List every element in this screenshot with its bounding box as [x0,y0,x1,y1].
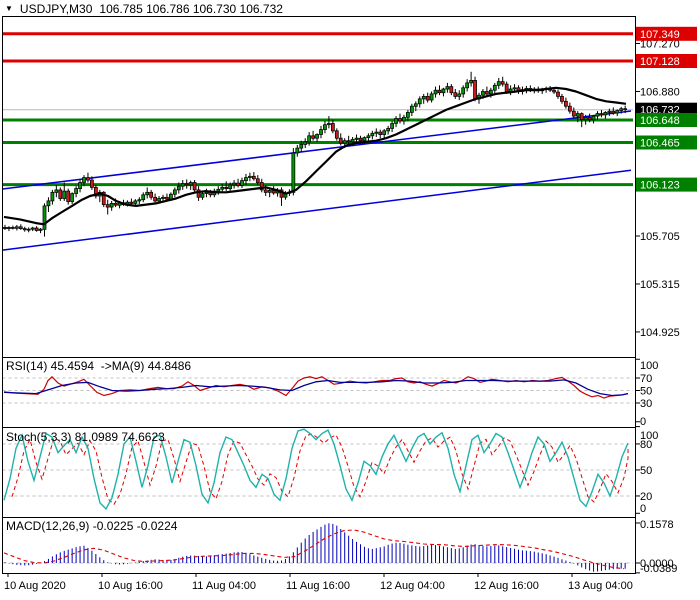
svg-text:100: 100 [640,360,658,372]
svg-text:107.270: 107.270 [640,39,680,51]
svg-text:30: 30 [640,398,652,410]
price-level-badge[interactable]: 107.349 [636,26,697,41]
svg-text:70: 70 [640,373,652,385]
trend-channel-lines[interactable] [2,110,632,251]
symbol-ohlc-values: 106.785 106.786 106.730 106.732 [99,2,283,16]
rsi-indicator-label: RSI(14) 45.4594 ->MA(9) 44.8486 [6,359,192,373]
svg-text:0.1578: 0.1578 [640,519,674,531]
svg-text:106.648: 106.648 [640,115,680,127]
svg-text:0.0000: 0.0000 [640,558,674,570]
svg-text:107.349: 107.349 [640,29,680,41]
svg-text:106.123: 106.123 [640,180,680,192]
price-level-badge[interactable]: 106.465 [636,135,697,150]
price-level-badge[interactable]: 106.648 [636,113,697,127]
svg-text:11 Aug 16:00: 11 Aug 16:00 [286,580,350,592]
symbol-name: USDJPY,M30 [19,2,93,16]
svg-text:106.465: 106.465 [640,138,680,150]
candles-layer [3,71,628,237]
svg-text:100: 100 [640,430,658,442]
time-axis[interactable]: 10 Aug 2020 10 Aug 16:00 11 Aug 04:00 11 Au… [4,573,633,592]
svg-text:50: 50 [640,386,652,398]
svg-text:12 Aug 16:00: 12 Aug 16:00 [474,580,539,592]
svg-text:11 Aug 04:00: 11 Aug 04:00 [192,580,256,592]
stoch-panel [2,428,633,511]
svg-text:20: 20 [640,491,652,503]
svg-text:12 Aug 04:00: 12 Aug 04:00 [380,580,445,592]
black-ma-line [3,86,627,226]
svg-text:105.705: 105.705 [640,231,680,243]
svg-text:10 Aug 16:00: 10 Aug 16:00 [98,580,163,592]
svg-text:0: 0 [640,503,646,515]
svg-text:13 Aug 04:00: 13 Aug 04:00 [568,580,633,592]
panel-borders [2,16,636,574]
macd-indicator-label: MACD(12,26,9) -0.0225 -0.0224 [6,519,178,533]
level-lines [2,32,633,187]
channel-upper-line [2,110,632,190]
svg-text:0: 0 [640,416,646,428]
stoch-indicator-label: Stoch(5,3,3) 81.0989 74.6623 [6,430,165,444]
macd-panel [2,523,633,572]
svg-text:105.315: 105.315 [640,279,680,291]
svg-text:104.925: 104.925 [640,327,680,339]
channel-lower-line [2,169,632,251]
svg-text:106.880: 106.880 [640,86,680,98]
rsi-panel [2,375,633,404]
price-axis[interactable]: 107.270 106.880 105.705 105.315 104.925 107.3… [635,26,698,575]
svg-text:107.128: 107.128 [640,56,680,68]
price-level-badge[interactable]: 107.128 [636,54,697,68]
svg-text:10 Aug 2020: 10 Aug 2020 [4,580,66,592]
svg-text:50: 50 [640,465,652,477]
price-level-badge[interactable]: 106.123 [636,177,697,192]
svg-text:-0.0389: -0.0389 [640,563,677,575]
svg-text:80: 80 [640,439,652,451]
symbol-title: ▼ USDJPY,M30 106.785 106.786 106.730 106… [5,2,283,16]
dropdown-triangle-icon[interactable]: ▼ [5,4,13,13]
